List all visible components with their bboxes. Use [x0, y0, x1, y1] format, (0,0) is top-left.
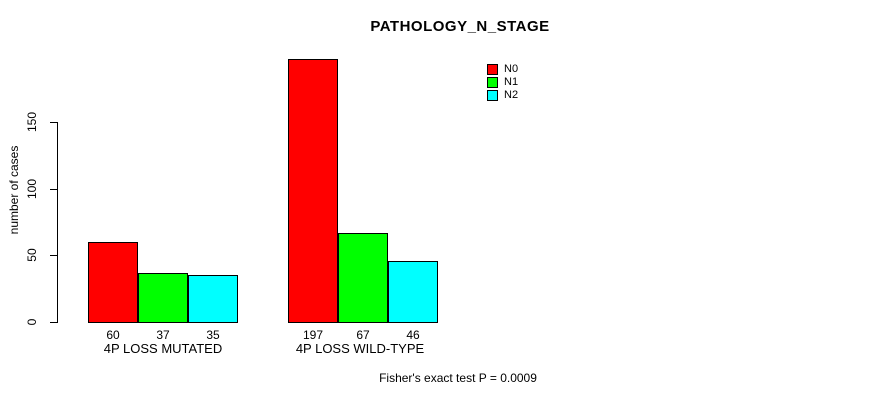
chart-title: PATHOLOGY_N_STAGE: [370, 18, 550, 35]
legend-label: N0: [504, 63, 519, 75]
bar-value-label: 37: [156, 328, 170, 342]
bar-value-label: 35: [206, 328, 220, 342]
y-axis-label: number of cases: [7, 145, 21, 235]
bar-n2-group1: [388, 261, 438, 323]
y-tick-mark: [50, 189, 58, 190]
legend-label: N2: [504, 89, 519, 101]
bar-value-label: 197: [302, 328, 324, 342]
bar-n0-group0: [88, 242, 138, 323]
legend-row-n0: N0: [487, 63, 518, 76]
bar-n1-group1: [338, 233, 388, 323]
bar-value-label: 60: [106, 328, 120, 342]
legend-row-n2: N2: [487, 89, 518, 102]
y-tick-mark: [50, 122, 58, 123]
y-axis-line: [57, 122, 58, 323]
annotation-text: Fisher's exact test P = 0.0009: [379, 371, 537, 385]
y-tick-label: 150: [25, 111, 39, 133]
bar-n1-group0: [138, 273, 188, 323]
y-tick-label: 100: [25, 178, 39, 200]
legend-row-n1: N1: [487, 76, 518, 89]
y-tick-mark: [50, 322, 58, 323]
y-tick-label: 50: [25, 248, 39, 262]
bar-value-label: 46: [406, 328, 420, 342]
bar-n0-group1: [288, 59, 338, 323]
legend-swatch-n2: [487, 90, 498, 101]
category-label-mutated: 4P LOSS MUTATED: [103, 341, 223, 356]
legend: N0 N1 N2: [487, 63, 518, 102]
y-tick-label: 0: [25, 318, 39, 326]
legend-label: N1: [504, 76, 519, 88]
bar-n2-group0: [188, 275, 238, 323]
legend-swatch-n0: [487, 64, 498, 75]
legend-swatch-n1: [487, 77, 498, 88]
category-label-wildtype: 4P LOSS WILD-TYPE: [295, 341, 425, 356]
bar-value-label: 67: [356, 328, 370, 342]
y-tick-mark: [50, 255, 58, 256]
